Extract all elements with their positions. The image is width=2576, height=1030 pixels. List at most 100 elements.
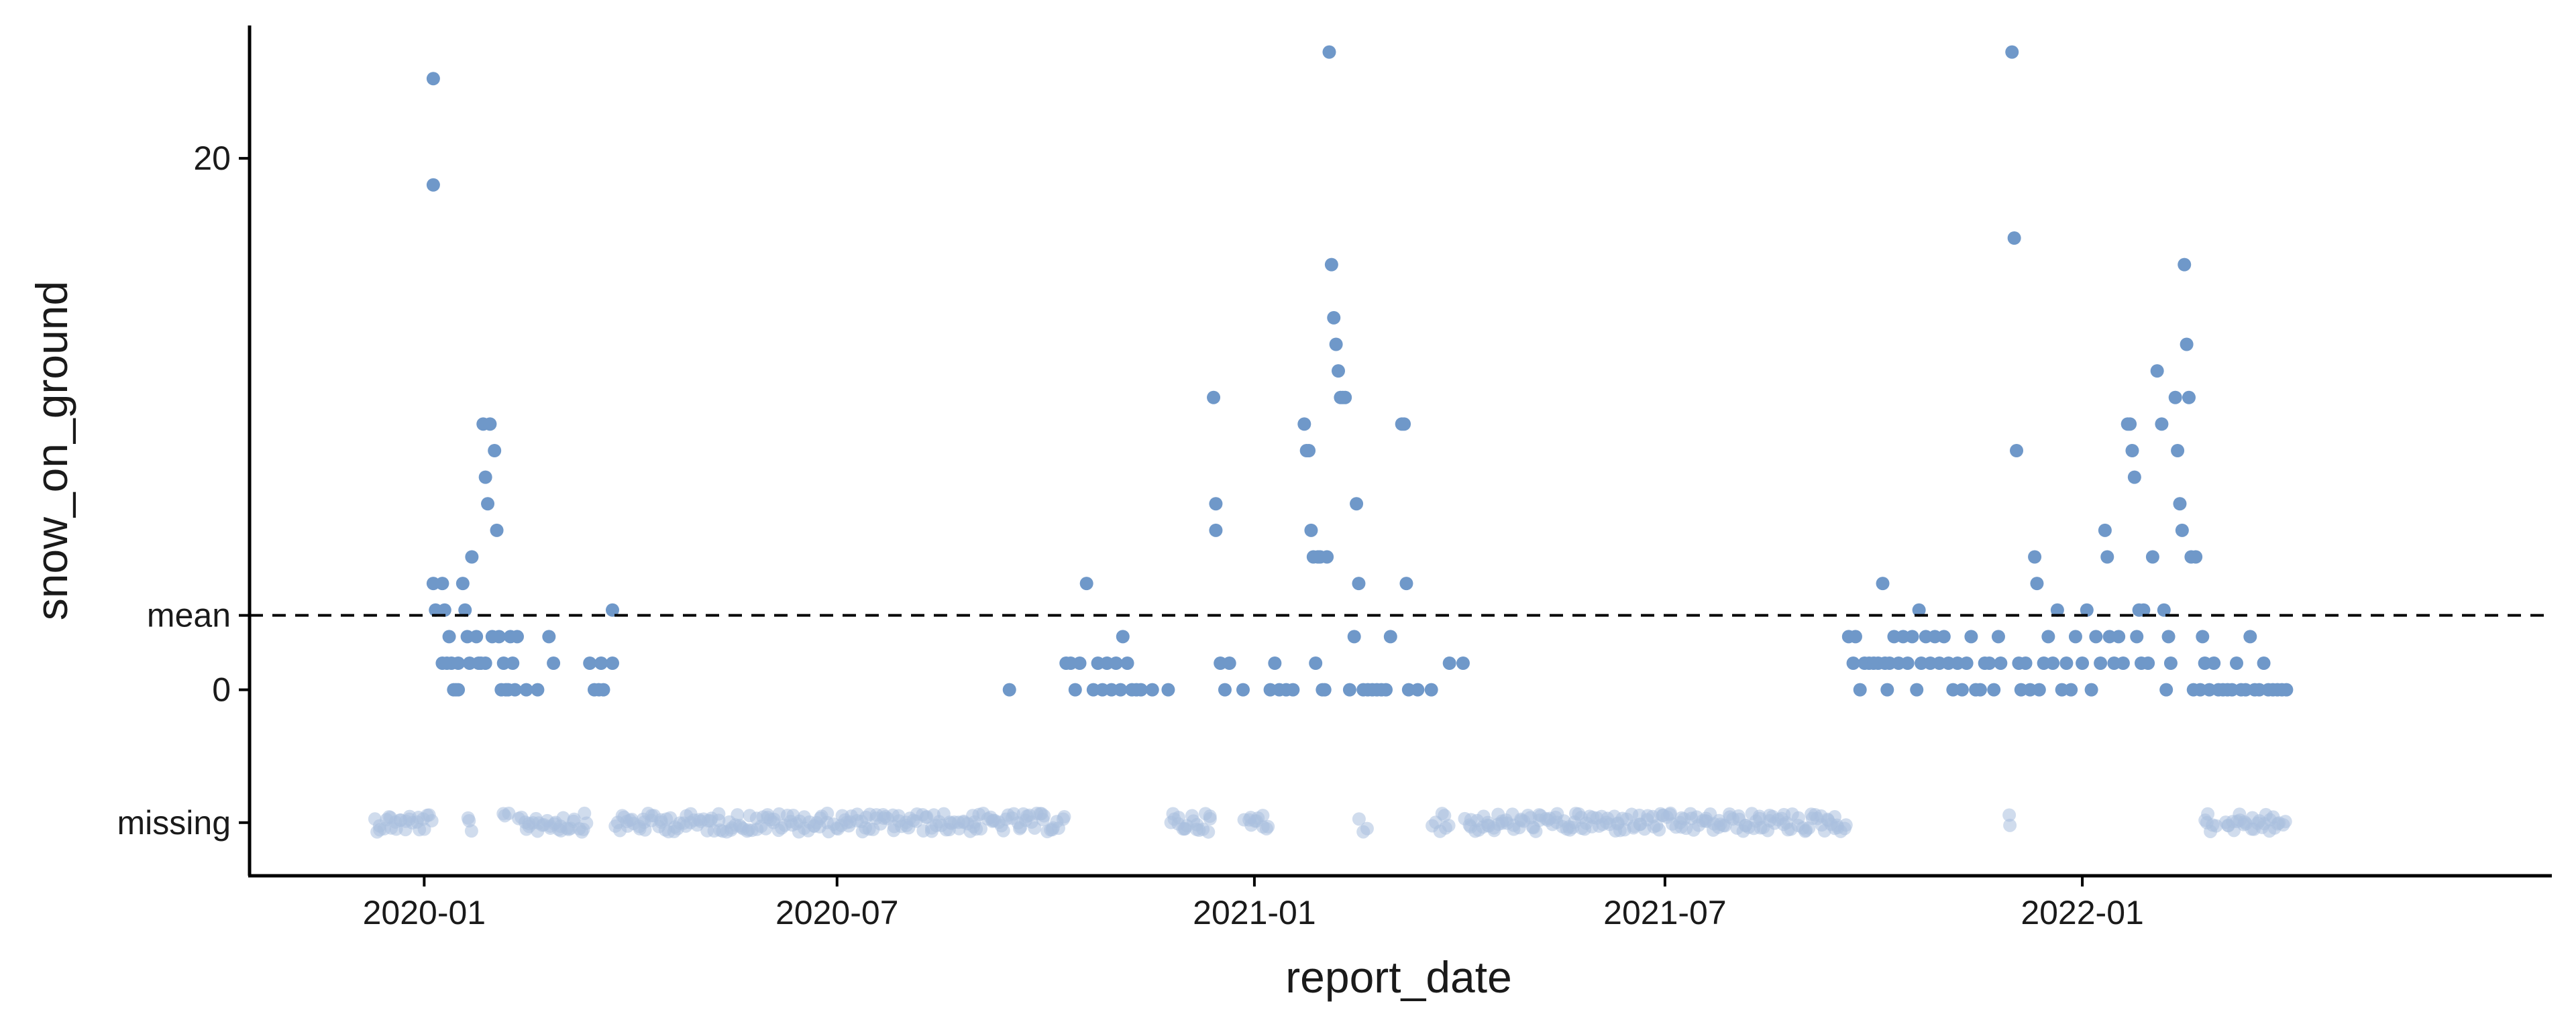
- data-point: [2150, 364, 2164, 378]
- data-point: [2094, 656, 2108, 670]
- data-point: [1209, 497, 1223, 511]
- data-point: [478, 470, 492, 484]
- data-point: [2019, 656, 2033, 670]
- data-point: [1120, 656, 1134, 670]
- missing-point: [1256, 809, 1270, 823]
- data-point: [1964, 630, 1978, 644]
- data-point: [2137, 603, 2151, 617]
- data-point: [1309, 656, 1323, 670]
- data-point: [531, 683, 545, 697]
- data-point: [478, 656, 492, 670]
- data-point: [1297, 417, 1311, 431]
- data-point: [465, 550, 479, 564]
- data-point: [1876, 577, 1890, 591]
- data-point: [483, 417, 497, 431]
- data-point: [2125, 444, 2139, 457]
- x-tick-label: 2021-01: [1193, 894, 1316, 931]
- missing-point: [1360, 821, 1374, 836]
- data-point: [1352, 577, 1366, 591]
- data-point: [2161, 630, 2176, 644]
- data-point: [1848, 630, 1862, 644]
- data-point: [2030, 577, 2044, 591]
- data-point: [2230, 656, 2244, 670]
- data-point: [1068, 683, 1082, 697]
- data-point: [2182, 390, 2196, 404]
- data-point: [1912, 603, 1926, 617]
- data-point: [2100, 550, 2114, 564]
- missing-point: [731, 808, 745, 822]
- x-tick-label: 2020-07: [775, 894, 899, 931]
- data-point: [606, 603, 620, 617]
- data-point: [1987, 683, 2001, 697]
- data-point: [1955, 683, 1969, 697]
- data-point: [1397, 417, 1411, 431]
- missing-point: [1261, 819, 1275, 834]
- data-point: [1109, 656, 1123, 670]
- missing-point: [974, 821, 988, 836]
- data-point: [1320, 550, 1334, 564]
- data-point: [2050, 603, 2064, 617]
- data-point: [2116, 656, 2130, 670]
- data-point: [2189, 550, 2203, 564]
- data-point: [510, 630, 524, 644]
- missing-point: [2003, 818, 2017, 832]
- missing-point: [462, 813, 476, 827]
- data-point: [1222, 656, 1236, 670]
- data-point: [1114, 683, 1128, 697]
- missing-point: [1752, 809, 1766, 823]
- data-point: [488, 444, 502, 457]
- data-point: [1236, 683, 1250, 697]
- y-tick-label: missing: [117, 804, 231, 842]
- data-point: [2163, 656, 2178, 670]
- data-point: [2279, 683, 2294, 697]
- data-point: [1073, 656, 1087, 670]
- data-point: [1994, 656, 2008, 670]
- data-point: [1853, 683, 1867, 697]
- x-tick-label: 2021-07: [1603, 894, 1727, 931]
- missing-point: [425, 813, 439, 827]
- missing-point: [580, 816, 594, 830]
- data-point: [2028, 550, 2042, 564]
- data-point: [1209, 523, 1223, 537]
- data-point: [1318, 683, 1332, 697]
- missing-point: [712, 813, 726, 827]
- data-point: [455, 577, 470, 591]
- missing-point: [556, 811, 570, 825]
- data-point: [2130, 630, 2144, 644]
- data-point: [1304, 523, 1318, 537]
- data-point: [2127, 470, 2141, 484]
- data-point: [1424, 683, 1438, 697]
- missing-point: [820, 806, 835, 820]
- data-point: [1079, 577, 1093, 591]
- data-point: [2123, 417, 2137, 431]
- missing-point: [2201, 807, 2215, 821]
- data-point: [435, 577, 449, 591]
- x-tick-label: 2022-01: [2021, 894, 2144, 931]
- data-points-layer: [426, 45, 2294, 697]
- data-point: [492, 630, 506, 644]
- missing-point: [1837, 821, 1851, 836]
- data-point: [2080, 603, 2094, 617]
- missing-point: [1203, 809, 1217, 823]
- data-point: [1910, 683, 1924, 697]
- data-point: [470, 630, 484, 644]
- data-point: [451, 683, 466, 697]
- data-point: [2175, 523, 2189, 537]
- data-point: [2173, 497, 2187, 511]
- data-point: [2010, 444, 2024, 457]
- data-point: [1161, 683, 1175, 697]
- missing-point: [1352, 812, 1366, 826]
- data-point: [2059, 656, 2074, 670]
- data-point: [1286, 683, 1300, 697]
- data-point: [2257, 656, 2271, 670]
- data-point: [2064, 683, 2078, 697]
- data-point: [1324, 258, 1338, 272]
- data-point: [1302, 444, 1316, 457]
- y-tick-label: 0: [212, 671, 231, 709]
- x-axis-ticks: 2020-01 2020-07 2021-01 2021-07 2022-01: [363, 876, 2144, 931]
- data-point: [1329, 337, 1343, 351]
- missing-point: [2278, 815, 2292, 829]
- data-point: [1991, 630, 2005, 644]
- data-point: [1218, 683, 1232, 697]
